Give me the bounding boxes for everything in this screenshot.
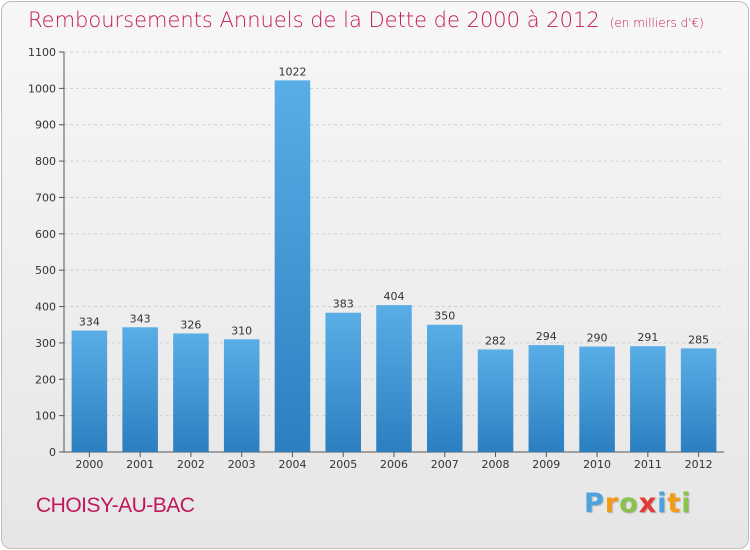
y-tick-label: 400: [35, 301, 56, 314]
bar: [122, 327, 158, 452]
labels: 0 100 200 300 400 500 600 700 800 900 1000 1100 334 2…: [28, 46, 713, 471]
y-tick-label: 100: [35, 410, 56, 423]
bar: [477, 349, 514, 452]
brand-letter: P: [584, 488, 605, 519]
bar-value-label: 294: [536, 330, 557, 343]
x-tick-label: 2011: [634, 458, 662, 471]
y-tick-label: 200: [35, 373, 56, 386]
x-tick-label: 2004: [278, 458, 306, 471]
commune-name: CHOISY-AU-BAC: [36, 494, 195, 517]
x-tick-label: 2003: [228, 458, 256, 471]
bar: [274, 80, 311, 452]
bar: [680, 348, 717, 452]
y-tick-label: 700: [35, 191, 56, 204]
bar-value-label: 1022: [278, 65, 306, 78]
x-tick-label: 2009: [532, 458, 560, 471]
x-tick-label: 2006: [380, 458, 408, 471]
bar-value-label: 290: [587, 332, 608, 345]
chart-title-text: Remboursements Annuels de la Dette de 20…: [28, 8, 600, 32]
bar-value-label: 326: [180, 318, 201, 331]
y-tick-label: 1100: [28, 46, 56, 59]
x-tick-label: 2005: [329, 458, 357, 471]
bar: [528, 345, 565, 452]
x-tick-label: 2010: [583, 458, 611, 471]
bar: [71, 330, 108, 452]
bar: [223, 339, 260, 452]
bar: [325, 312, 361, 452]
brand-letter: x: [638, 488, 658, 519]
bar-value-label: 282: [485, 334, 506, 347]
y-tick-label: 1000: [28, 82, 56, 95]
chart-unit: (en milliers d'€): [609, 16, 704, 30]
bar: [173, 333, 209, 452]
brand-logo: Proxiti: [584, 488, 692, 519]
brand-letter: r: [604, 488, 620, 519]
y-tick-label: 300: [35, 337, 56, 350]
y-tick-label: 500: [35, 264, 56, 277]
bar: [630, 346, 666, 452]
x-tick-label: 2001: [126, 458, 154, 471]
x-tick-label: 2002: [177, 458, 205, 471]
bars: [71, 80, 717, 452]
bar-value-label: 334: [79, 316, 100, 329]
brand-letter: i: [657, 488, 668, 519]
bar-value-label: 291: [637, 331, 658, 344]
brand-letter: i: [681, 488, 692, 519]
y-tick-label: 600: [35, 228, 56, 241]
chart-title: Remboursements Annuels de la Dette de 20…: [28, 8, 704, 32]
bar-value-label: 343: [130, 312, 151, 325]
bar: [427, 324, 463, 452]
y-tick-label: 900: [35, 119, 56, 132]
bar-value-label: 310: [231, 324, 252, 337]
bar: [376, 305, 412, 452]
bar-value-label: 285: [688, 333, 709, 346]
bar-value-label: 350: [434, 310, 455, 323]
x-tick-label: 2012: [685, 458, 713, 471]
bar-value-label: 383: [333, 298, 354, 311]
bar: [579, 346, 615, 452]
x-tick-label: 2000: [75, 458, 103, 471]
y-tick-label: 0: [49, 446, 56, 459]
x-tick-label: 2007: [431, 458, 459, 471]
brand-letter: o: [619, 488, 639, 519]
y-tick-label: 800: [35, 155, 56, 168]
x-tick-label: 2008: [482, 458, 510, 471]
brand-letter: t: [667, 488, 682, 519]
bar-value-label: 404: [384, 290, 405, 303]
